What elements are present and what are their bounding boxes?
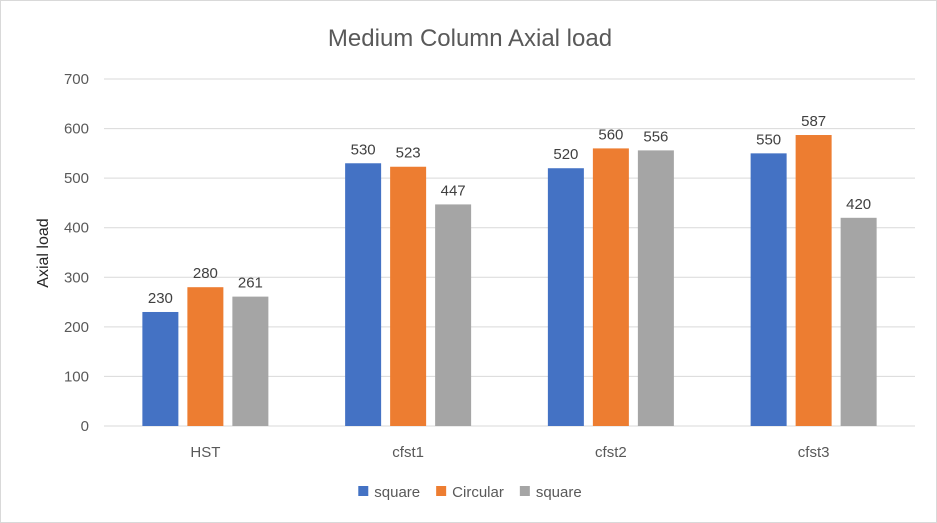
legend: square Circular square [358,484,582,501]
data-label: 520 [553,146,578,163]
y-axis-ticks: 0 100 200 300 400 500 600 700 [64,71,89,435]
legend-label: square [374,484,420,501]
data-label: 550 [756,131,781,148]
y-tick-label: 200 [64,319,89,336]
data-labels: 230 280 261 530 523 447 520 560 556 550 587 420 [148,113,871,307]
chart-title: Medium Column Axial load [328,25,612,52]
x-tick-label: cfst1 [392,444,424,461]
y-tick-label: 0 [81,418,89,435]
data-label: 523 [396,145,421,162]
legend-label: Circular [452,484,504,501]
bar-cfst3-0 [750,153,787,426]
x-axis-ticks: HST cfst1 cfst2 cfst3 [190,444,829,461]
data-label: 447 [441,182,466,199]
data-label: 530 [351,141,376,158]
bar-HST-2 [232,296,269,426]
data-label: 560 [598,126,623,143]
data-label: 420 [846,196,871,213]
y-tick-label: 400 [64,220,89,237]
bar-cfst1-1 [390,166,427,426]
bar-cfst2-2 [637,150,674,426]
bar-cfst1-2 [435,204,472,426]
x-tick-label: HST [190,444,220,461]
bar-HST-0 [142,311,179,426]
data-label: 556 [643,128,668,145]
bar-cfst3-2 [840,217,877,426]
legend-swatch [519,486,530,496]
legend-swatch [436,486,447,496]
x-tick-label: cfst3 [798,444,830,461]
bar-cfst2-1 [592,148,629,426]
data-label: 280 [193,265,218,282]
bar-cfst1-0 [345,163,382,426]
y-tick-label: 700 [64,71,89,88]
y-axis-title: Axial load [35,218,52,287]
x-tick-label: cfst2 [595,444,627,461]
legend-label: square [536,484,582,501]
bar-cfst2-0 [547,168,584,426]
data-label: 230 [148,290,173,307]
data-label: 261 [238,275,263,292]
y-tick-label: 600 [64,121,89,138]
y-tick-label: 300 [64,269,89,286]
bar-cfst3-1 [795,135,832,426]
legend-swatch [358,486,369,496]
y-tick-label: 500 [64,170,89,187]
y-tick-label: 100 [64,368,89,385]
bar-HST-1 [187,287,224,426]
gridlines [104,78,915,427]
data-label: 587 [801,113,826,130]
bars [142,135,877,426]
